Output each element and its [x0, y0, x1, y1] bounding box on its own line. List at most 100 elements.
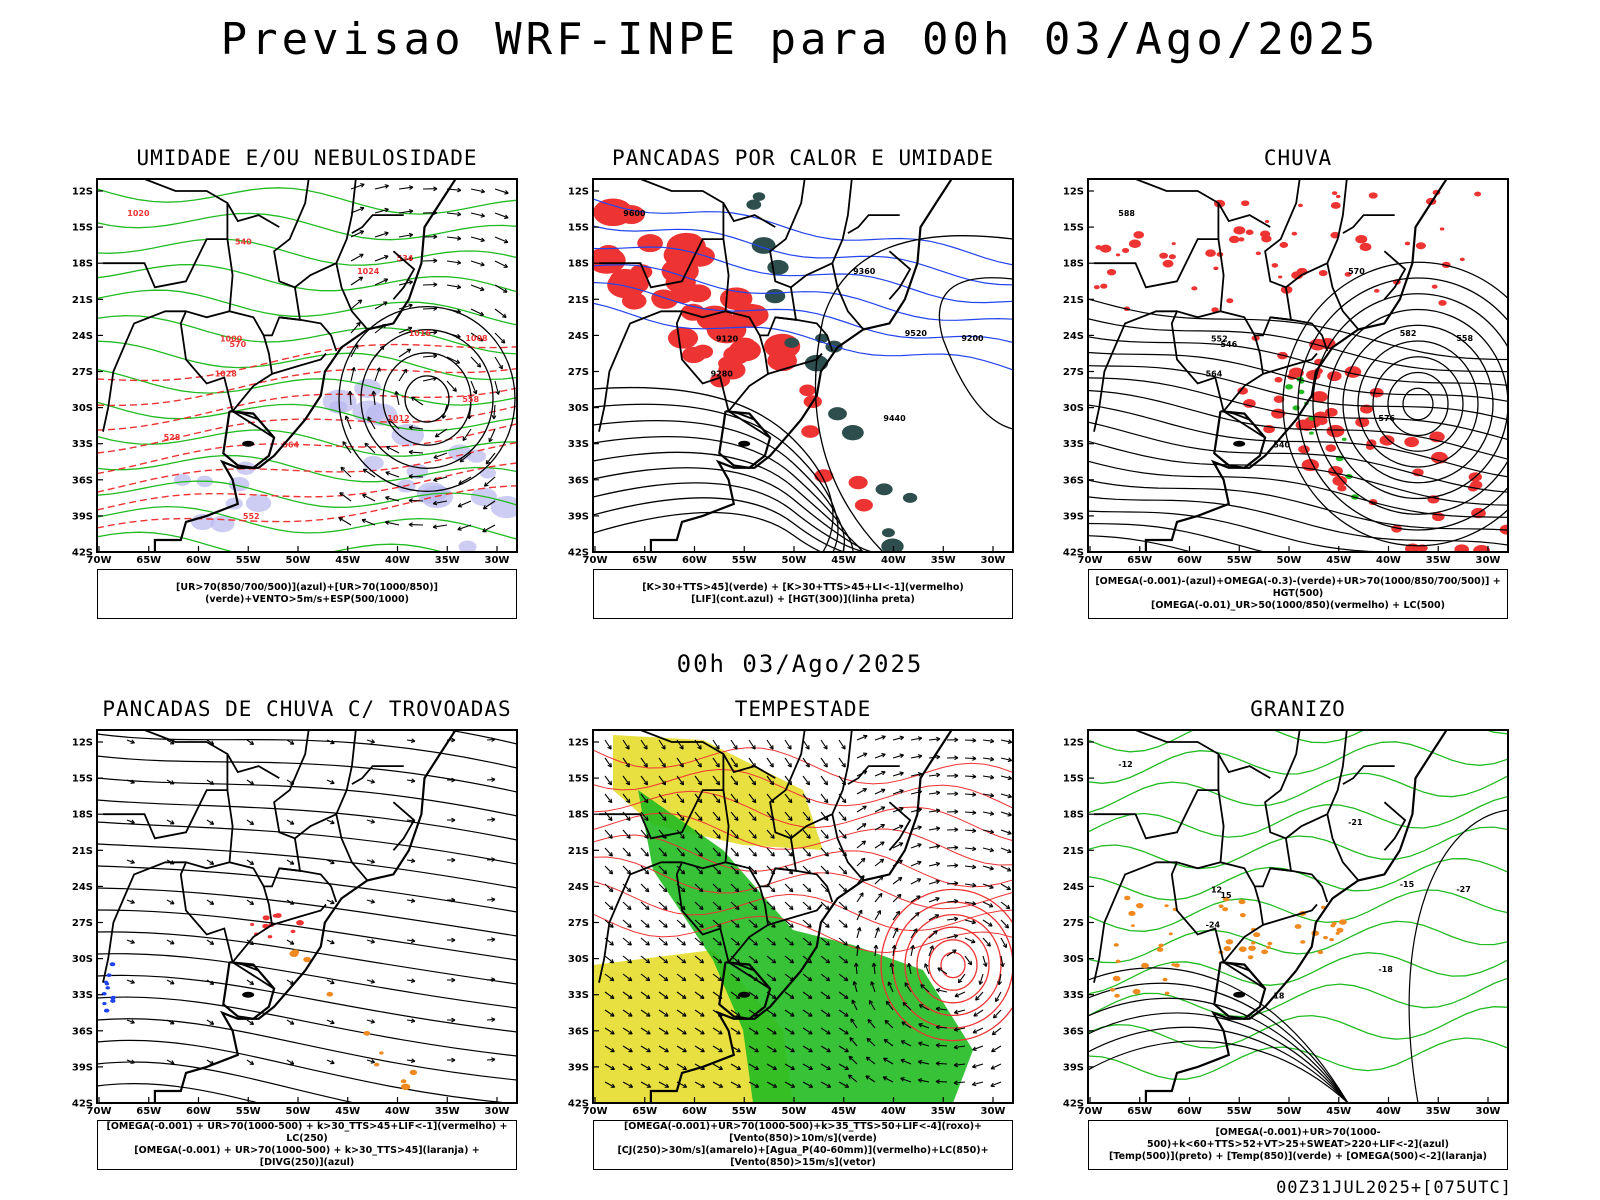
wind-vector-head [433, 186, 438, 192]
border-line [1326, 814, 1360, 881]
wind-vector [766, 937, 776, 946]
wind-vector [658, 847, 667, 857]
wind-vector [398, 368, 408, 382]
wind-vector [1000, 793, 1012, 798]
wind-vector [748, 1063, 759, 1070]
wind-vector [350, 207, 365, 214]
geopotential-contour [1088, 365, 1508, 421]
rain-area [1205, 249, 1216, 257]
instability-green-area [784, 337, 800, 348]
wind-vector-head [170, 780, 175, 785]
wind-vector-head [682, 1083, 688, 1088]
wind-vector-head [467, 414, 472, 420]
lat-label: 39S [1063, 1062, 1084, 1073]
wind-vector [982, 901, 994, 908]
wind-vector-head [989, 774, 995, 780]
wind-vector [838, 973, 849, 982]
wind-vector [694, 1027, 705, 1035]
wind-vector-head [434, 432, 440, 438]
wind-vector [882, 1076, 894, 1083]
rain-area [1278, 275, 1283, 279]
wind-vector-head [808, 1065, 813, 1071]
wind-vector-head [972, 1029, 978, 1034]
wind-vector-head [900, 1077, 905, 1082]
lon-label: 60W [1177, 555, 1202, 566]
contour-label: 582 [1400, 329, 1417, 338]
wind-vector-head [1007, 793, 1012, 799]
wind-vector [126, 979, 135, 984]
wind-vector [126, 739, 135, 744]
wind-vector-head [995, 997, 1000, 1003]
wind-vector-head [718, 1030, 723, 1035]
wind-vector-head [826, 1047, 831, 1053]
wind-vector-head [680, 816, 685, 822]
wind-vector-head [451, 897, 456, 903]
wind-vector-head [170, 940, 175, 945]
wind-vector-head [384, 184, 389, 189]
wind-vector-head [935, 790, 941, 796]
wind-vector [856, 735, 868, 741]
wind-vector [964, 901, 976, 905]
wind-vector [820, 1027, 831, 1035]
wind-vector [433, 524, 448, 528]
wind-vector [126, 899, 135, 904]
lifted-index-contour [593, 264, 1013, 321]
contour-label: 1000 [220, 334, 243, 343]
wind-vector-head [751, 798, 757, 804]
wind-vector-head [716, 852, 721, 857]
lon-label: 30W [485, 555, 510, 566]
wind-vector-head [860, 857, 866, 863]
border-line [113, 179, 229, 240]
rain-area [1337, 484, 1347, 492]
wind-vector-head [455, 359, 461, 364]
wind-vector [246, 859, 254, 865]
rain-area [1318, 269, 1328, 277]
temp-850-contour [1088, 741, 1508, 784]
lon-label: 35W [1426, 1106, 1451, 1117]
lat-label: 15S [1063, 774, 1084, 785]
wind-vector-head [918, 1041, 923, 1047]
height-contour [593, 451, 864, 552]
wind-vector [838, 1009, 849, 1017]
wind-vector-head [354, 344, 359, 349]
humidity-low-contour [97, 238, 517, 266]
streamline-850 [593, 856, 1013, 910]
wind-vector-head [646, 1083, 652, 1088]
omega-500-area [1251, 941, 1256, 945]
wind-vector [900, 1059, 912, 1065]
instability-green-area [746, 199, 762, 210]
wind-vector [409, 426, 424, 430]
wind-vector [166, 979, 175, 985]
rain-area [1415, 242, 1426, 250]
wind-vector [676, 1027, 687, 1035]
wind-vector [784, 919, 794, 928]
wind-vector [748, 793, 757, 804]
wind-vector [873, 963, 876, 975]
wind-vector [918, 1042, 930, 1047]
wind-vector-head [386, 445, 391, 451]
wind-vector [766, 1045, 777, 1053]
wind-vector [694, 991, 705, 999]
wind-vector [386, 446, 400, 454]
wind-vector-head [844, 1012, 849, 1017]
wind-vector-head [989, 865, 994, 871]
wind-vector [910, 912, 920, 921]
wind-vector-head [806, 852, 811, 857]
wind-vector [982, 811, 994, 815]
wind-vector [658, 757, 666, 768]
wind-vector-head [370, 859, 376, 864]
wind-vector [838, 901, 848, 910]
border-line [113, 730, 229, 791]
wind-vector-head [935, 1024, 940, 1030]
temp-850-contour [1088, 772, 1508, 814]
wind-vector-head [806, 834, 811, 839]
wind-vector-head [330, 1019, 335, 1025]
border-line [1264, 179, 1348, 289]
rain-area [1211, 307, 1219, 313]
wind-vector-head [209, 900, 215, 905]
wind-vector-head [681, 923, 686, 928]
border-line [1094, 789, 1266, 990]
omega-500-area [1141, 962, 1149, 969]
border-line [1270, 867, 1329, 903]
wind-vector [350, 322, 361, 334]
